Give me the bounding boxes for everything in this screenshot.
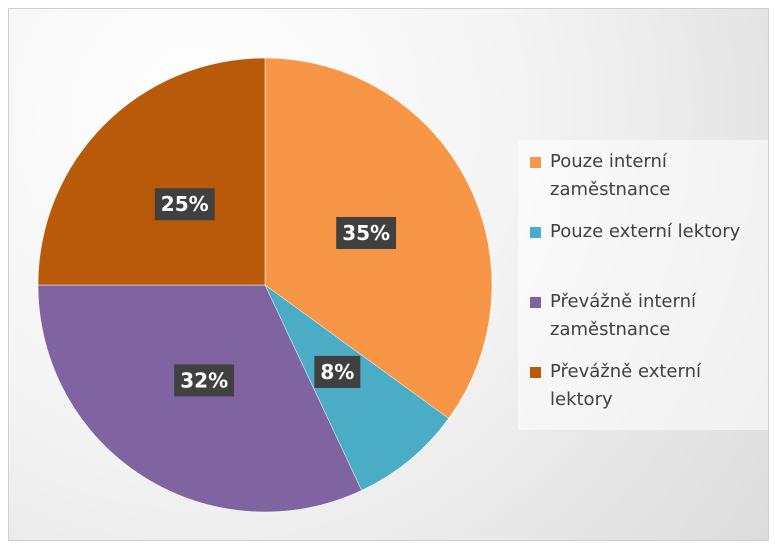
legend-swatch (530, 157, 541, 168)
data-label-box (174, 364, 235, 397)
data-label: 8% (320, 360, 354, 384)
legend-swatch (530, 227, 541, 238)
pie-slice (37, 57, 266, 286)
data-label: 32% (180, 368, 228, 392)
data-label-box (336, 216, 397, 249)
legend-label: Převážně externí lektory (550, 361, 701, 410)
pie-slice (37, 284, 362, 513)
data-label-box (154, 188, 215, 221)
legend-item: Převážně interní zaměstnance (530, 288, 760, 344)
data-label: 35% (342, 221, 390, 245)
legend-swatch (530, 297, 541, 308)
legend-item: Pouze externí lektory (530, 218, 760, 246)
legend-label: Pouze interní zaměstnance (550, 151, 671, 200)
legend-label: Pouze externí lektory (550, 221, 741, 242)
legend: Pouze interní zaměstnance Pouze externí l… (518, 140, 768, 430)
data-label: 25% (161, 192, 209, 216)
legend-label: Převážně interní zaměstnance (550, 291, 696, 340)
data-label-box (314, 355, 361, 388)
legend-swatch (530, 367, 541, 378)
legend-item: Převážně externí lektory (530, 358, 760, 414)
legend-item: Pouze interní zaměstnance (530, 148, 760, 204)
